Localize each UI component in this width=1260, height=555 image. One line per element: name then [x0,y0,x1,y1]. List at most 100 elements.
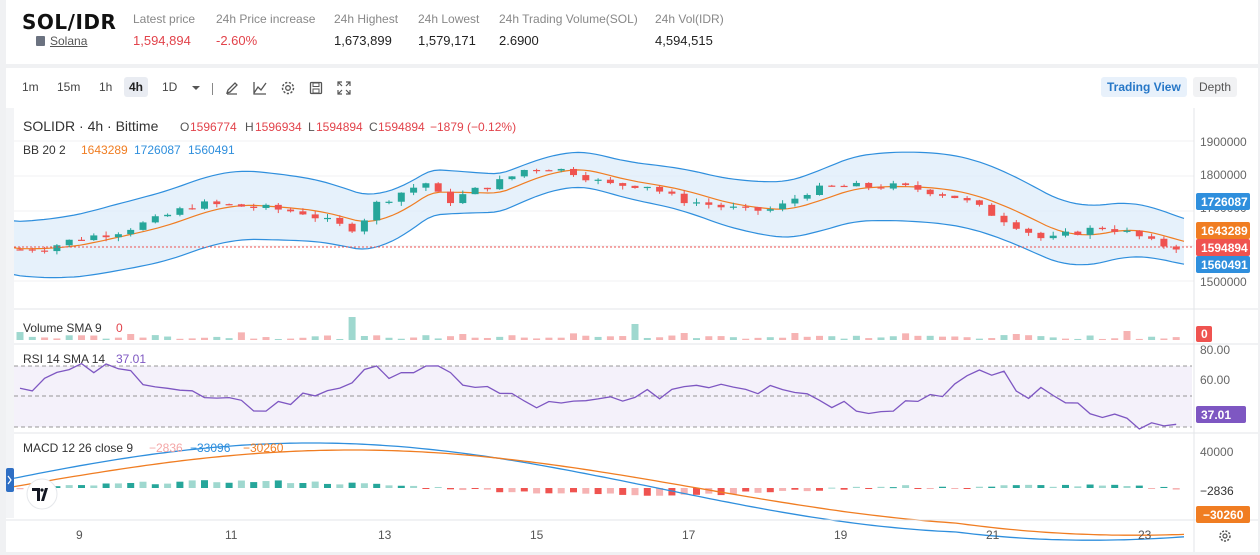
x-axis-label: 9 [76,528,83,542]
volume-bar [102,338,110,340]
volume-bar [188,338,196,340]
macd-histogram-bar [656,488,664,496]
macd-histogram-bar [643,488,651,496]
macd-histogram-bar [274,480,282,488]
chart-settings-icon[interactable] [1219,530,1231,542]
macd-histogram-bar [1000,485,1008,488]
candle-body [459,194,467,204]
volume-bar [939,336,946,340]
candle-body [803,194,811,199]
candle-body [348,223,356,232]
volume-bar [1025,335,1033,340]
coin-name[interactable]: Solana [50,34,88,48]
macd-histogram-bar [865,488,873,489]
coin-link[interactable]: Solana [36,34,87,48]
candle-body [360,220,368,232]
macd-histogram-bar [828,487,836,489]
macd-histogram-bar [213,482,221,488]
tradingview-logo [26,478,58,510]
candle-body [557,168,565,171]
volume-bar [447,336,454,340]
candle-body [1148,236,1156,239]
candle-body [213,201,221,205]
candle-body [889,183,897,189]
macd-histogram-bar [754,488,762,493]
volume-bar [164,336,172,340]
candle-body [151,216,159,223]
stat-label: 24h Vol(IDR) [655,12,724,26]
candle-body [78,239,85,241]
ohlc-open: 1596774 [190,120,237,134]
macd-histogram-bar [877,486,885,488]
macd-histogram-bar [114,483,122,488]
macd-histogram-bar [840,488,848,490]
volume-bar [693,338,700,340]
macd-histogram-bar [102,483,110,488]
chart-canvas[interactable]: SOLIDR · 4h · Bittime O 1596774 H 159693… [6,108,1258,552]
interval-1h[interactable]: 1h [99,80,113,94]
draw-icon[interactable] [224,80,240,96]
expand-panel-button[interactable] [6,468,14,492]
candle-body [1123,230,1131,232]
macd-histogram-bar [324,483,331,488]
ohlc-low: 1594894 [316,120,363,134]
x-axis-label: 21 [986,528,1000,542]
macd-hist-tag: −2836 [1200,484,1234,498]
macd-histogram-bar [262,481,270,488]
signal-tag: −30260 [1203,508,1244,522]
volume-bar [410,337,418,340]
volume-bar [65,335,73,340]
macd-histogram-bar [422,488,430,489]
volume-bar [803,336,811,340]
macd-value: −33096 [190,441,231,455]
depth-button[interactable]: Depth [1193,77,1238,97]
macd-histogram-bar [410,485,418,488]
volume-tag-bg [1196,326,1212,342]
candle-body [422,183,430,188]
bollinger-basis-line [13,169,1185,250]
macd-histogram-bar [545,488,553,494]
indicator-icon[interactable] [252,80,268,96]
fullscreen-icon[interactable] [336,80,352,96]
volume-bar [1160,338,1168,340]
interval-15m[interactable]: 15m [57,80,81,94]
macd-histogram-bar [803,488,811,492]
interval-1d[interactable]: 1D [162,80,178,94]
macd-histogram-bar [139,481,147,488]
volume-bar [680,333,688,340]
volume-bar [496,336,504,340]
macd-histogram-bar [459,488,467,491]
volume-bar [78,335,85,340]
macd-histogram-bar [385,485,393,488]
volume-bar [1037,336,1045,340]
candle-body [631,185,639,188]
macd-histogram-bar [914,488,922,489]
macd-histogram-bar [336,484,344,488]
chevron-down-icon[interactable] [188,80,204,96]
candle-body [447,191,454,204]
interval-4h[interactable]: 4h [124,77,149,97]
volume-bar [520,337,528,340]
macd-histogram-bar [164,483,172,488]
save-icon[interactable] [308,80,324,96]
x-axis-label: 11 [225,528,238,542]
volume-bar [619,336,627,340]
candle-body [1111,229,1119,232]
macd-histogram-bar [299,483,307,488]
stat-24h-highest: 24h Highest 1,673,899 [334,12,398,48]
macd-histogram-bar [631,488,639,496]
candle-body [582,175,590,181]
gear-icon[interactable] [280,80,296,96]
trading-view-button[interactable]: Trading View [1101,77,1187,97]
ohlc-close-label: C [369,120,378,134]
candle-body [791,198,799,204]
interval-1m[interactable]: 1m [22,80,39,94]
volume-bar [1172,337,1180,340]
volume-bar [816,335,823,340]
candle-body [852,182,860,187]
rsi-legend-value: 37.01 [116,352,146,366]
volume-bar [545,337,553,340]
candle-body [1074,231,1082,235]
macd-legend-label: MACD 12 26 close 9 [23,441,133,455]
x-axis-label: 13 [378,528,392,542]
